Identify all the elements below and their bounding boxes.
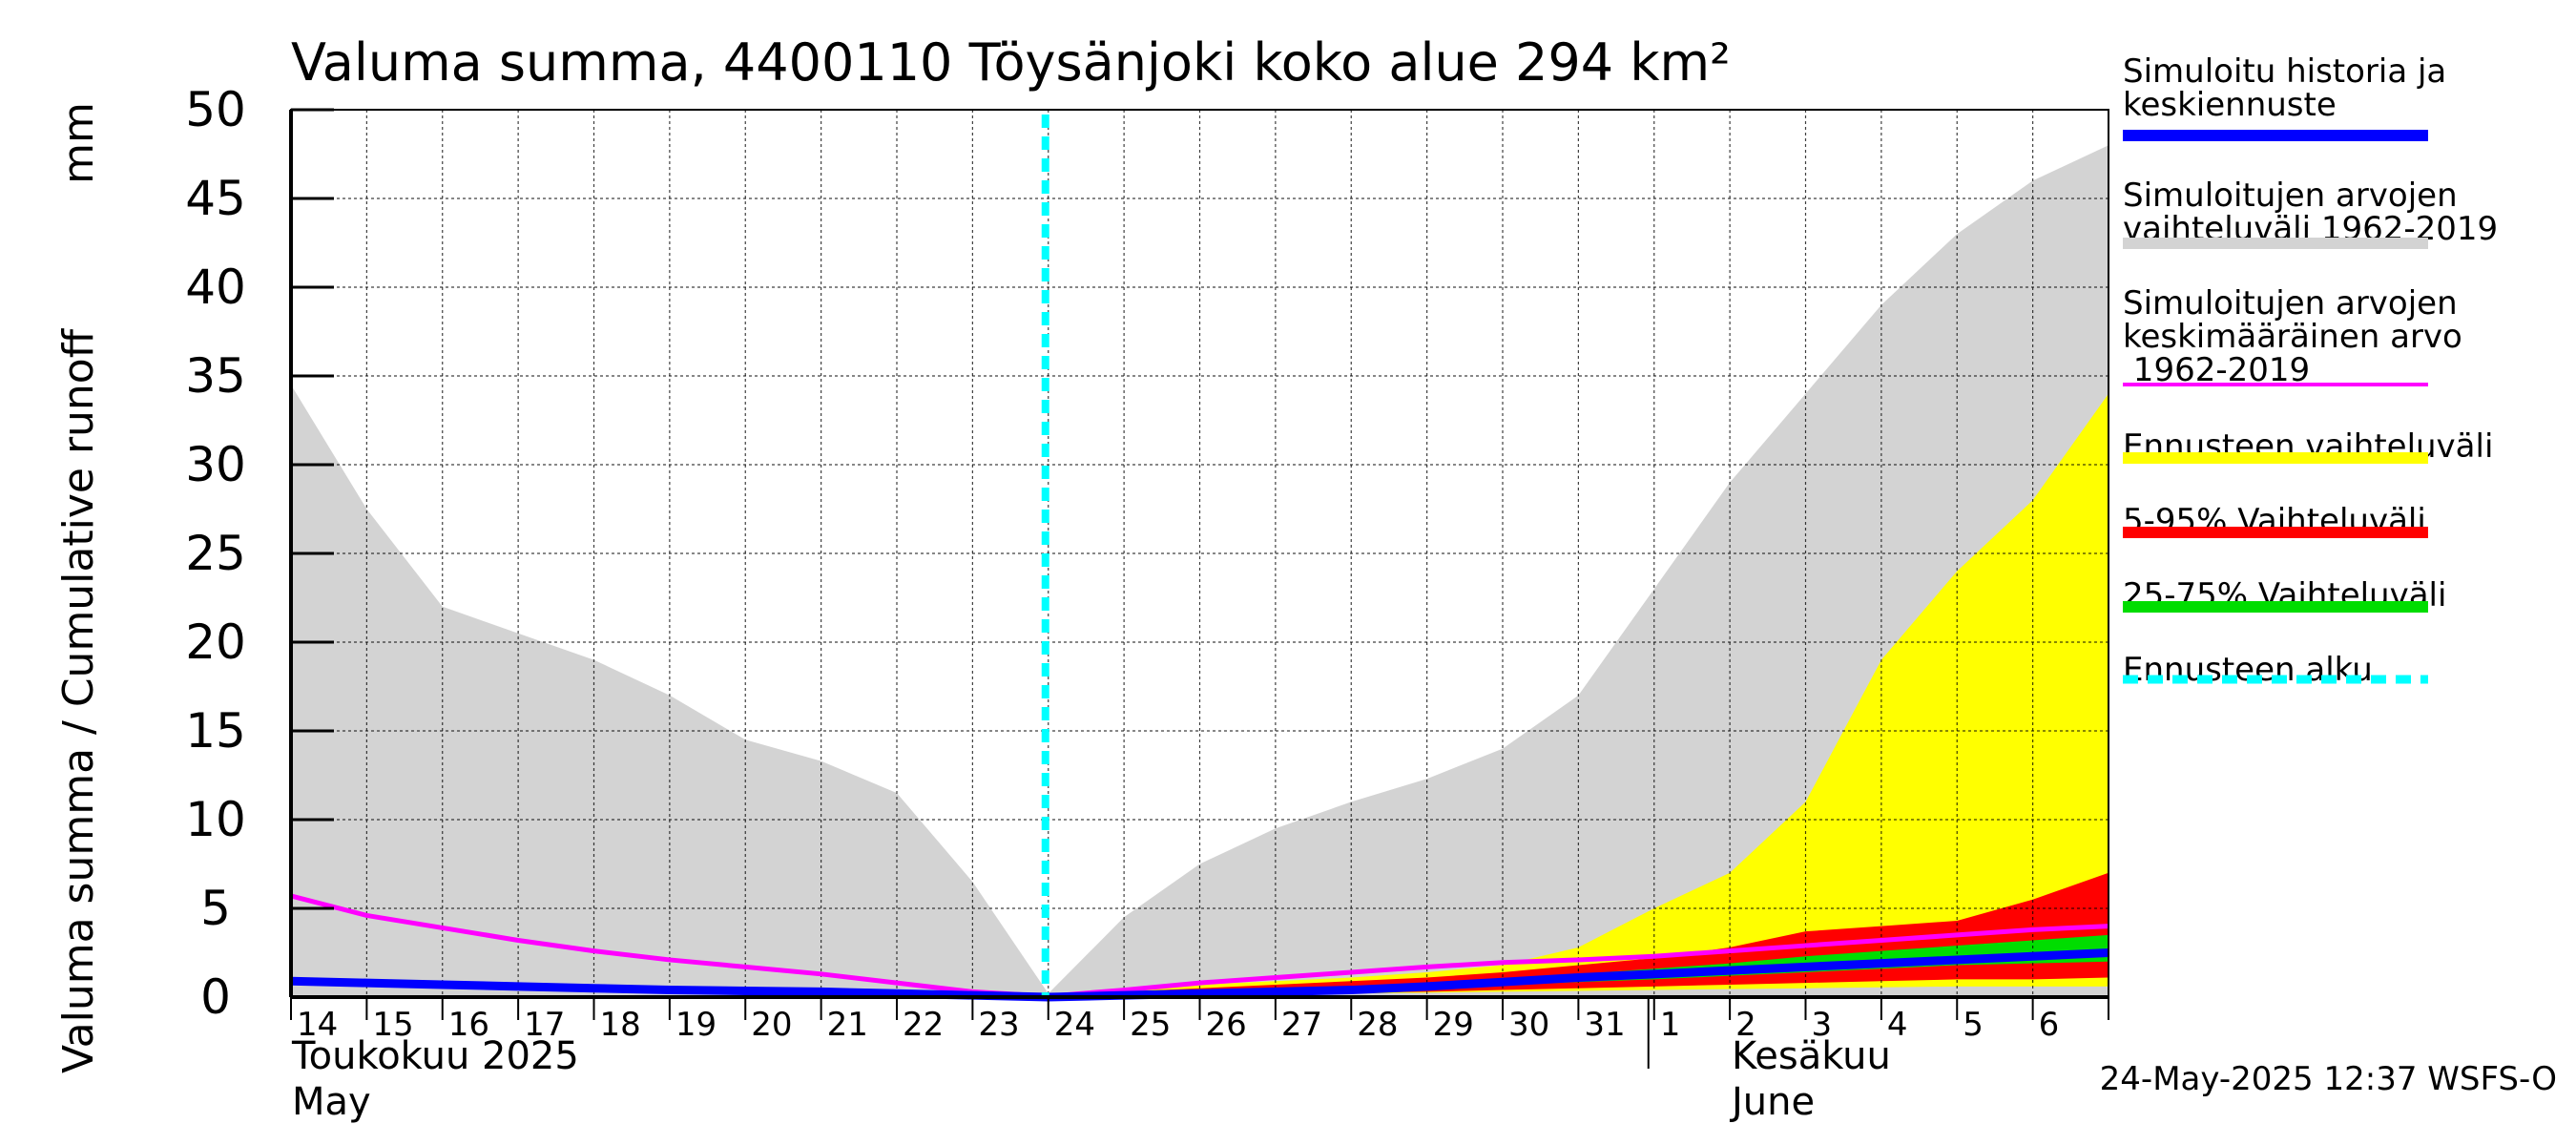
y-tick-label: 20 [185, 614, 246, 670]
x-tick-label: 29 [1433, 1006, 1474, 1044]
x-tick-label: 19 [675, 1006, 717, 1044]
mean-line [290, 893, 2109, 999]
x-tick-label: 25 [1130, 1006, 1171, 1044]
x-tick-label: 28 [1357, 1006, 1398, 1044]
x-tick-label: 18 [600, 1006, 641, 1044]
legend-label-line: Simuloitujen arvojen [2123, 177, 2458, 215]
x-tick-label: 17 [524, 1006, 565, 1044]
x-tick-label: 3 [1812, 1006, 1833, 1044]
forecast-range-band [1048, 393, 2109, 998]
y-tick-label: 40 [185, 260, 246, 315]
legend-label-line: keskiennuste [2123, 86, 2337, 124]
y-axis-label: Valuma summa / Cumulative runoff [54, 327, 103, 1073]
legend-label: Simuloitu historia ja keskiennuste [2123, 52, 2446, 124]
x-tick-label: 16 [448, 1006, 489, 1044]
plot-area [290, 109, 2109, 1002]
y-tick-label: 5 [200, 881, 231, 936]
x-tick-label: 15 [372, 1006, 413, 1044]
x-tick-label: 31 [1584, 1006, 1625, 1044]
x-tick-label: 21 [827, 1006, 868, 1044]
legend-label: Simuloitujen arvojen vaihteluväli 1962-20… [2123, 177, 2498, 248]
y-tick-label: 10 [185, 792, 246, 847]
y-tick-label: 25 [185, 526, 246, 581]
chart-title: Valuma summa, 4400110 Töysänjoki koko al… [291, 32, 1731, 93]
y-tick-label: 50 [185, 82, 246, 137]
x-tick-label: 14 [297, 1006, 338, 1044]
legend: Simuloitu historia ja keskiennusteSimuloi… [2123, 52, 2498, 689]
x-tick-label: 22 [903, 1006, 944, 1044]
simulated-line [290, 948, 2109, 1002]
month-label-june-en: June [1729, 1080, 1815, 1124]
y-tick-label: 15 [185, 703, 246, 759]
y-tick-label: 45 [185, 171, 246, 226]
x-tick-label: 26 [1206, 1006, 1247, 1044]
y-tick-label: 30 [185, 437, 246, 492]
x-tick-label: 24 [1054, 1006, 1095, 1044]
legend-label-line: Simuloitu historia ja [2123, 52, 2446, 91]
x-tick-label: 4 [1887, 1006, 1908, 1044]
month-label-may-fi: Toukokuu 2025 [291, 1034, 579, 1078]
x-tick-label: 2 [1735, 1006, 1756, 1044]
x-tick-label: 27 [1281, 1006, 1322, 1044]
x-tick-label: 23 [978, 1006, 1019, 1044]
legend-label-line: Simuloitujen arvojen [2123, 284, 2458, 323]
timestamp: 24-May-2025 12:37 WSFS-O [2100, 1060, 2557, 1098]
y-axis-unit: mm [54, 102, 103, 184]
legend-label-line: keskimääräinen arvo [2123, 318, 2462, 356]
hist-range-band [291, 145, 2109, 997]
x-tick-label: 1 [1660, 1006, 1681, 1044]
month-label-june-fi: Kesäkuu [1732, 1034, 1891, 1078]
x-tick-label: 6 [2039, 1006, 2060, 1044]
legend-label: Simuloitujen arvojen keskimääräinen arvo … [2123, 284, 2462, 389]
x-tick-label: 30 [1508, 1006, 1549, 1044]
month-label-may-en: May [292, 1080, 371, 1124]
x-tick-label: 20 [751, 1006, 792, 1044]
y-tick-label: 35 [185, 348, 246, 404]
x-tick-label: 5 [1963, 1006, 1984, 1044]
y-tick-label: 0 [200, 969, 231, 1025]
